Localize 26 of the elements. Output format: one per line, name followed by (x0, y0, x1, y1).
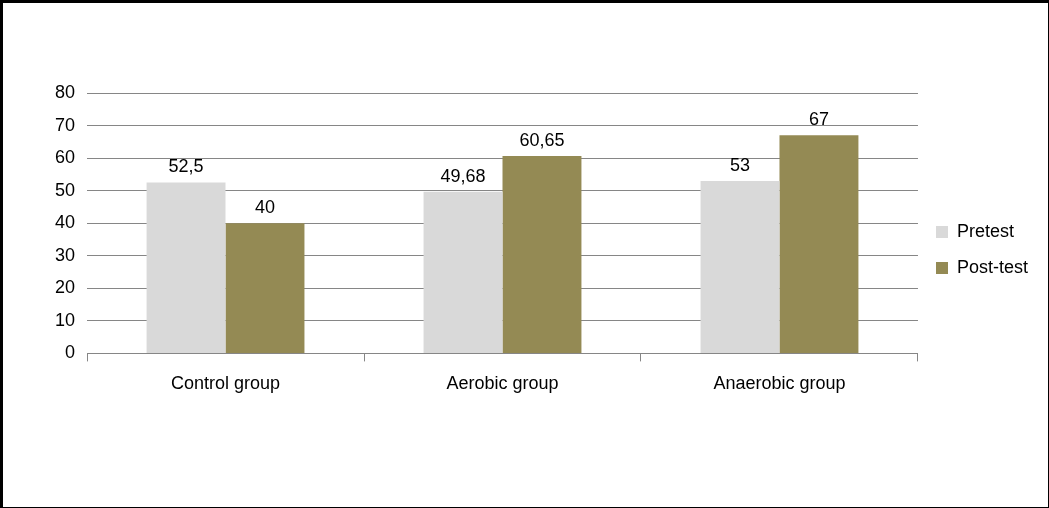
bar (502, 155, 582, 353)
bar (146, 182, 226, 353)
data-label: 53 (730, 154, 751, 175)
y-tick-label: 30 (54, 244, 76, 265)
x-tick-label: Anaerobic group (713, 373, 846, 394)
x-tick-label: Aerobic group (446, 373, 559, 394)
y-tick-label: 60 (54, 147, 76, 168)
bar (779, 135, 859, 353)
bar (225, 223, 305, 353)
y-tick-label: 80 (54, 81, 76, 102)
bar (700, 180, 780, 353)
y-tick-label: 70 (54, 114, 76, 135)
y-tick-label: 50 (54, 179, 76, 200)
y-tick-label: 40 (54, 212, 76, 233)
data-label: 60,65 (519, 129, 565, 150)
y-tick-label: 20 (54, 277, 76, 298)
data-label: 52,5 (168, 156, 204, 177)
y-tick-label: 10 (54, 309, 76, 330)
legend-label: Pretest (956, 220, 1015, 241)
x-tick-label: Control group (170, 373, 281, 394)
data-label: 40 (254, 197, 275, 218)
bar (423, 191, 503, 353)
legend-label: Post-test (956, 256, 1029, 277)
y-tick-label: 0 (65, 342, 76, 363)
data-label: 67 (808, 109, 829, 130)
data-label: 49,68 (440, 165, 486, 186)
